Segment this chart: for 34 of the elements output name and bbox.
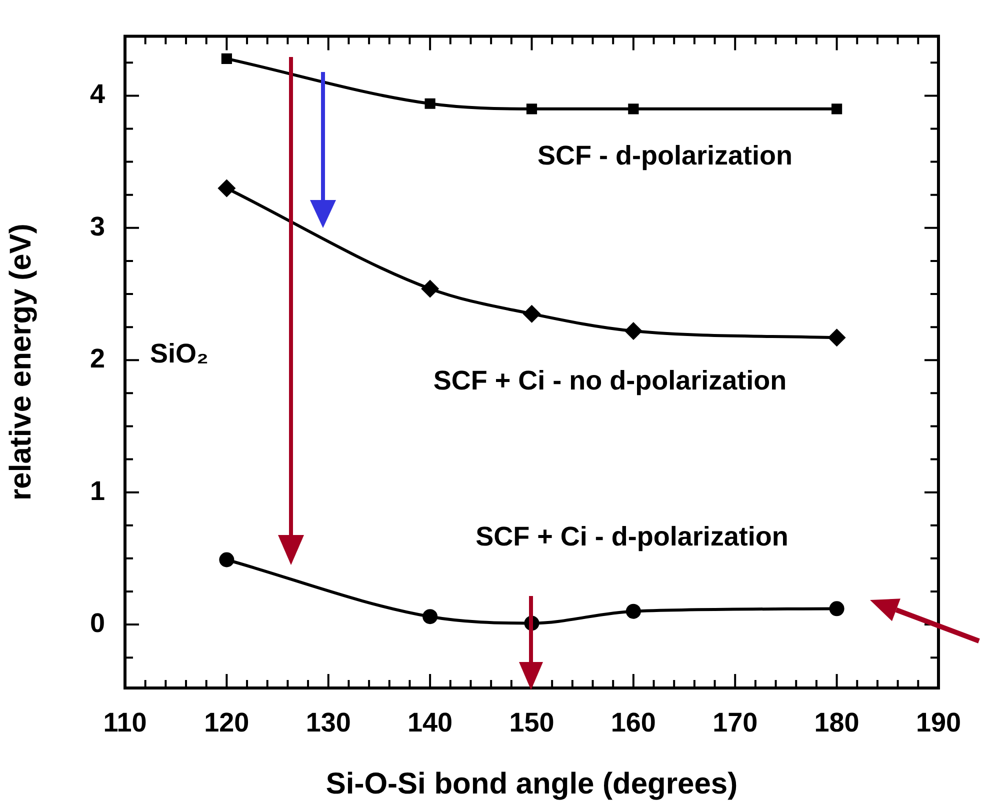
x-tick-label: 160	[610, 708, 656, 738]
point	[522, 304, 541, 323]
series-label: SCF - d-polarization	[538, 140, 792, 170]
x-tick-label: 120	[204, 708, 250, 738]
x-tick-label: 190	[916, 708, 962, 738]
point	[624, 322, 642, 340]
point	[422, 609, 438, 624]
point	[828, 328, 846, 347]
point	[424, 98, 436, 109]
y-tick-label: 1	[90, 476, 105, 506]
text: SCF + Ci - d-polarization	[476, 521, 788, 552]
point	[628, 104, 639, 114]
x-tick-label: 140	[408, 708, 453, 738]
x-tick-label: 180	[814, 708, 860, 738]
annotation: SiO₂	[150, 338, 209, 368]
x-tick-label: 170	[712, 708, 758, 738]
x-tick-label: 110	[103, 708, 147, 738]
series-label: SCF + Ci - no d-polarization	[433, 365, 787, 396]
y-tick-label: 0	[90, 608, 105, 638]
x-tick-label: 130	[306, 708, 351, 738]
point	[221, 53, 232, 64]
x-axis-title: Si-O-Si bond angle (degrees)	[326, 767, 738, 800]
point	[421, 280, 440, 298]
point	[626, 604, 641, 619]
point	[218, 179, 236, 198]
point	[831, 104, 842, 114]
x-tick-label: 150	[509, 708, 554, 738]
point	[829, 601, 844, 616]
y-tick-label: 2	[90, 344, 105, 374]
y-tick-label: 4	[90, 79, 105, 110]
point	[219, 552, 234, 568]
point	[526, 104, 538, 114]
y-tick-label: 3	[90, 211, 105, 242]
y-axis-title: relative energy (eV)	[4, 224, 38, 500]
